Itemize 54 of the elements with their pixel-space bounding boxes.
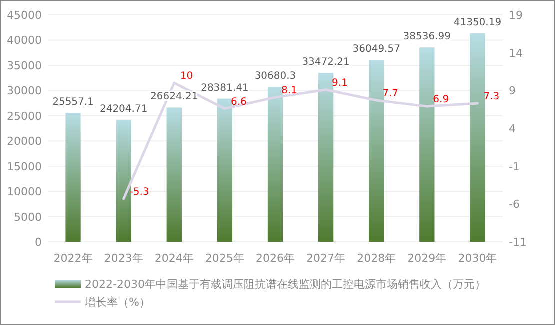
data-label: 7.7 <box>382 88 399 100</box>
y-tick-label: 25000 <box>7 110 42 123</box>
data-label: 30680.3 <box>254 71 296 82</box>
x-tick-label: 2024年 <box>154 252 194 265</box>
y2-tick-label: 4 <box>509 122 516 136</box>
y2-tick-label: -11 <box>509 236 527 249</box>
data-label: 7.3 <box>484 92 500 103</box>
bar <box>369 60 384 242</box>
data-label: 6.6 <box>230 96 247 108</box>
y2-tick-label: 9 <box>509 84 516 98</box>
y-tick-label: 10000 <box>7 186 42 199</box>
data-label: 36049.57 <box>352 44 400 56</box>
data-label: 26624.21 <box>150 92 198 103</box>
y-tick-label: 15000 <box>7 160 42 174</box>
bar <box>116 120 132 242</box>
x-tick-label: 2026年 <box>256 252 295 265</box>
data-label: 9.1 <box>332 78 348 89</box>
bar <box>420 48 435 242</box>
y2-tick-label: 19 <box>509 9 523 22</box>
data-label: 41350.19 <box>454 17 502 28</box>
bar <box>470 33 486 242</box>
data-label: 38536.99 <box>403 32 452 43</box>
y2-tick-label: -6 <box>509 198 520 212</box>
y-tick-label: 45000 <box>7 9 42 22</box>
data-label: 24204.71 <box>100 104 148 115</box>
x-tick-label: 2022年 <box>54 252 93 265</box>
data-label: 33472.21 <box>302 57 350 68</box>
data-label: 6.9 <box>433 94 450 106</box>
data-label: 8.1 <box>282 85 298 96</box>
y-tick-label: 0 <box>35 236 42 249</box>
y-tick-label: 30000 <box>7 84 42 98</box>
y2-tick-label: -1 <box>509 160 520 174</box>
bar <box>217 98 233 242</box>
y2-tick-label: 14 <box>509 46 523 60</box>
data-label: -5.3 <box>130 186 150 198</box>
x-tick-label: 2028年 <box>357 252 396 265</box>
y-tick-label: 20000 <box>7 135 42 148</box>
x-tick-label: 2025年 <box>205 252 244 265</box>
bar <box>166 108 182 242</box>
x-tick-label: 2023年 <box>104 252 144 265</box>
bar <box>268 87 284 242</box>
x-tick-label: 2030年 <box>458 252 498 265</box>
bar <box>66 113 81 242</box>
bar <box>318 73 334 242</box>
x-tick-label: 2029年 <box>408 252 447 265</box>
y-tick-label: 40000 <box>7 34 42 48</box>
data-label: 28381.41 <box>201 82 249 94</box>
legend-label: 增长率（%） <box>84 296 150 309</box>
x-tick-label: 2027年 <box>306 252 346 265</box>
y-tick-label: 35000 <box>7 59 42 72</box>
data-label: 25557.1 <box>52 97 94 108</box>
legend-label: 2022-2030年中国基于有载调压阻抗谱在线监测的工控电源市场销售收入（万元） <box>85 278 486 291</box>
y-tick-label: 5000 <box>14 210 42 224</box>
data-label: 10 <box>180 71 194 82</box>
